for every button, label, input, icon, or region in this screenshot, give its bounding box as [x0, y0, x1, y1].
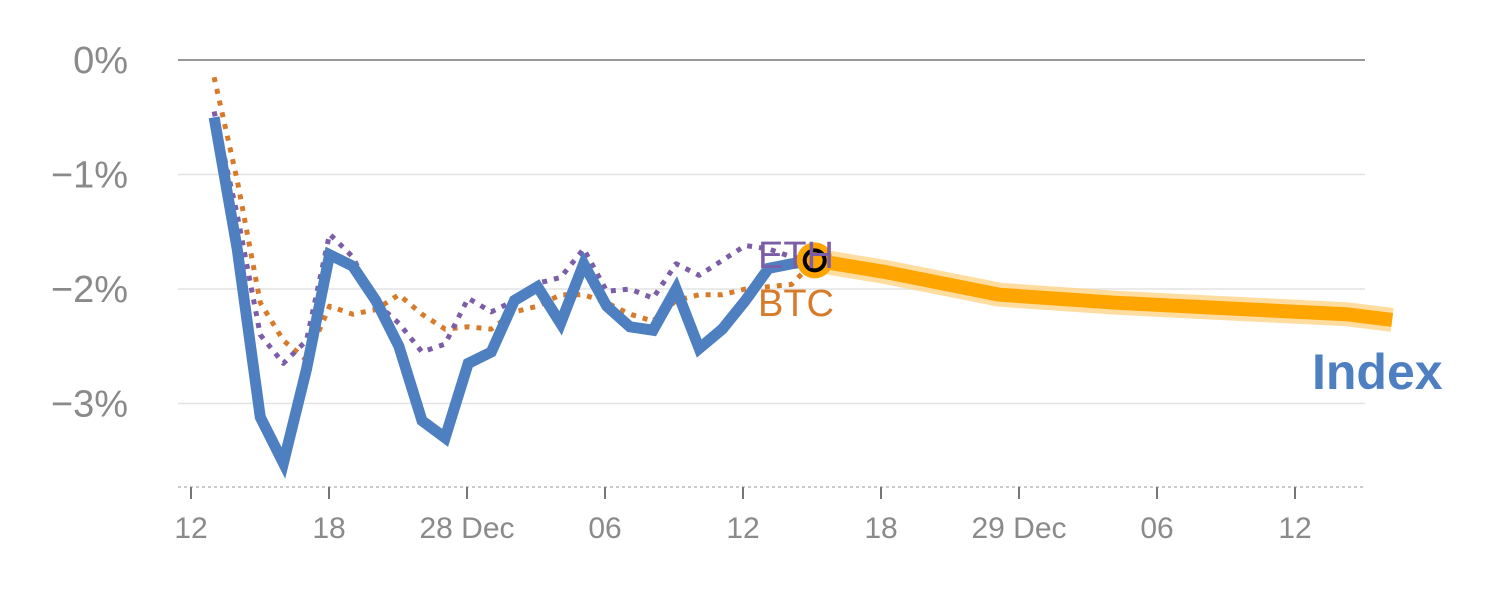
x-tick-label: 06 [1140, 512, 1173, 545]
x-tick-label: 12 [726, 512, 759, 545]
y-tick-label: −1% [51, 155, 128, 197]
x-tick-label: 06 [588, 512, 621, 545]
y-tick-label: 0% [73, 40, 128, 82]
marker-halo [796, 242, 833, 279]
series-lines [208, 76, 817, 479]
x-axis-labels: 12 18 28 Dec 06 12 18 29 Dec 06 12 [174, 512, 1311, 545]
x-tick-label: 29 Dec [971, 512, 1066, 545]
x-tick-label: 12 [174, 512, 207, 545]
y-tick-label: −2% [51, 269, 128, 311]
x-tick-label: 28 Dec [419, 512, 514, 545]
y-axis-labels: 0% −1% −2% −3% [51, 40, 128, 426]
x-tick-label: 12 [1278, 512, 1311, 545]
current-point-marker [796, 242, 833, 279]
y-tick-label: −3% [51, 384, 128, 426]
x-axis-ticks [190, 487, 1296, 499]
forecast-band [812, 248, 1394, 332]
eth-label: ETH [758, 235, 834, 277]
x-tick-label: 18 [312, 512, 345, 545]
forecast-band-line [813, 253, 1394, 327]
gridlines [178, 59, 1365, 405]
x-tick-label: 18 [864, 512, 897, 545]
index-label: Index [1312, 344, 1443, 400]
marker-ring [802, 248, 827, 273]
series-line-index [208, 116, 816, 479]
btc-label: BTC [758, 283, 834, 325]
